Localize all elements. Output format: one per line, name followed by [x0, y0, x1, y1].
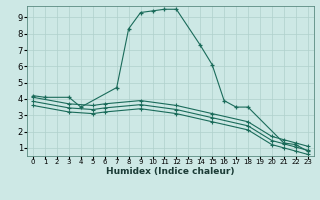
X-axis label: Humidex (Indice chaleur): Humidex (Indice chaleur): [106, 167, 235, 176]
